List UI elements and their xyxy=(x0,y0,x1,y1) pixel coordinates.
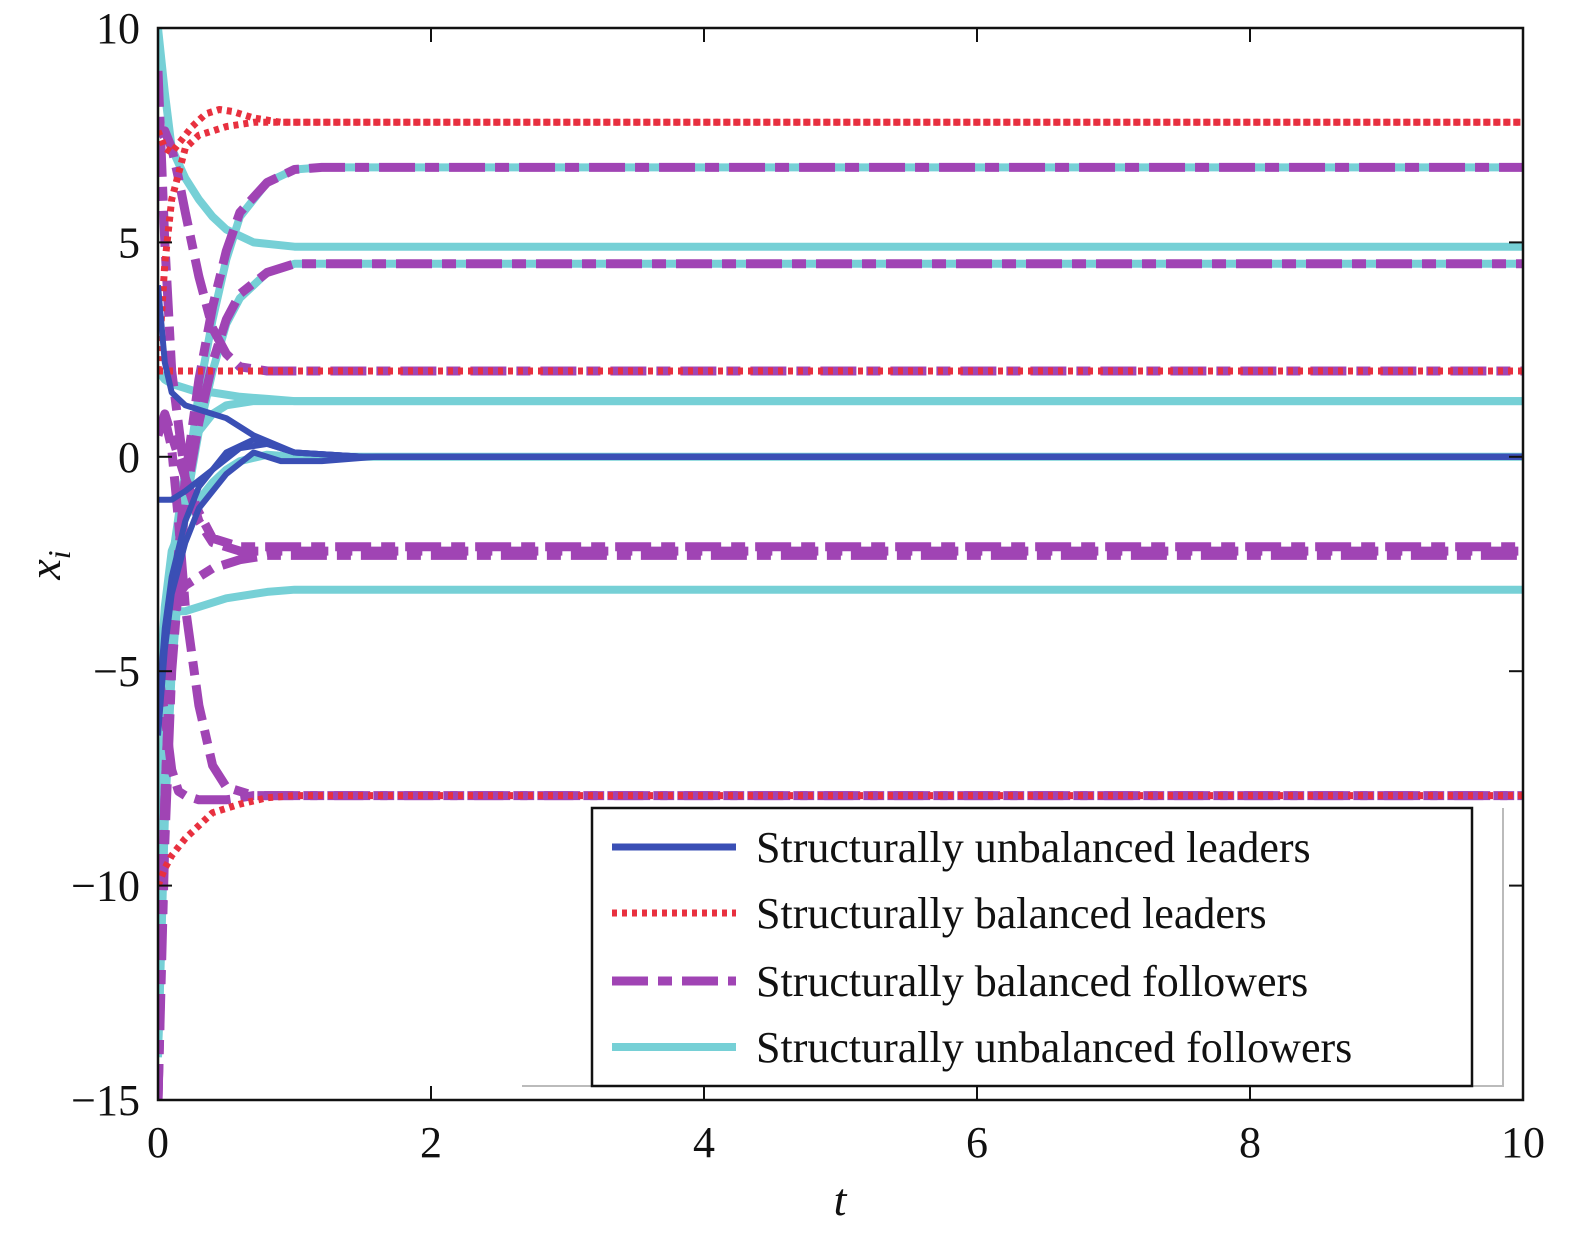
series-line-2-14 xyxy=(158,413,1523,801)
y-tick-label: −10 xyxy=(71,862,140,911)
series-line-3-16 xyxy=(158,28,1523,251)
legend-box xyxy=(590,806,1474,1088)
y-axis-label-main: x xyxy=(19,559,70,581)
series-layer xyxy=(158,28,1523,1100)
x-tick-label: 6 xyxy=(966,1118,988,1167)
x-tick-label: 8 xyxy=(1239,1118,1261,1167)
x-tick-label: 2 xyxy=(420,1118,442,1167)
svg-text:xi: xi xyxy=(19,550,77,580)
series-line-2-15 xyxy=(158,670,1523,805)
x-tick-label: 10 xyxy=(1501,1118,1545,1167)
series-line-1-5 xyxy=(158,118,1523,372)
legend-label-unbalanced-followers: Structurally unbalanced followers xyxy=(756,1023,1352,1072)
y-axis-label: xi xyxy=(19,550,77,580)
x-tick-label: 4 xyxy=(693,1118,715,1167)
y-tick-label: −15 xyxy=(71,1076,140,1125)
series-line-1-7 xyxy=(158,792,1523,887)
legend-label-balanced-followers: Structurally balanced followers xyxy=(756,957,1308,1006)
series-line-0-3 xyxy=(158,440,1523,503)
plot-frame xyxy=(156,26,1525,1102)
series-line-2-13 xyxy=(158,550,1523,1100)
y-tick-label: 10 xyxy=(96,4,140,53)
y-tick-label: 0 xyxy=(118,433,140,482)
x-tick-label: 0 xyxy=(147,1118,169,1167)
legend: Structurally unbalanced leaders Structur… xyxy=(522,806,1504,1088)
series-line-0-2 xyxy=(158,449,1523,736)
legend-label-balanced-leaders: Structurally balanced leaders xyxy=(756,889,1267,938)
y-axis-label-subscript: i xyxy=(41,550,77,559)
series-line-1-4 xyxy=(158,106,1523,156)
legend-label-unbalanced-leaders: Structurally unbalanced leaders xyxy=(756,823,1311,872)
y-tick-label: −5 xyxy=(93,647,140,696)
series-line-3-21 xyxy=(158,450,1523,715)
x-axis-label: t xyxy=(834,1174,848,1225)
y-tick-label: 5 xyxy=(118,218,140,267)
